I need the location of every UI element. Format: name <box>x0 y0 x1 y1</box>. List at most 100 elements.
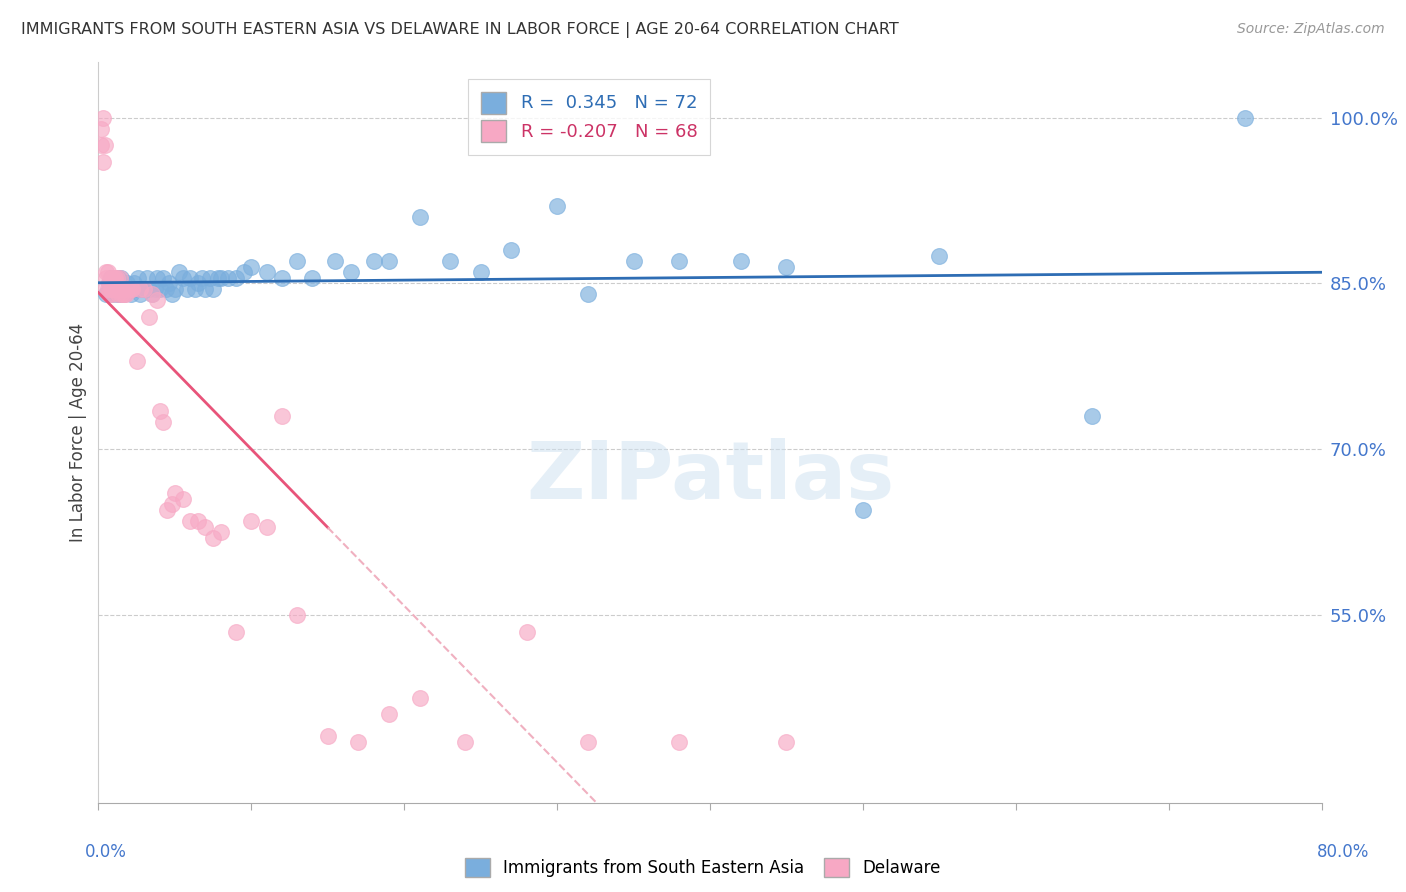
Point <box>108 282 131 296</box>
Point <box>145 271 167 285</box>
Text: ZIPatlas: ZIPatlas <box>526 438 894 516</box>
Point <box>98 277 121 291</box>
Point <box>108 287 131 301</box>
Point <box>98 277 121 291</box>
Point <box>149 403 172 417</box>
Point <box>145 293 167 307</box>
Point <box>198 271 221 285</box>
Point <box>454 735 477 749</box>
Point <box>143 282 166 296</box>
Point <box>270 409 292 423</box>
Point <box>91 111 114 125</box>
Point <box>104 277 127 291</box>
Point <box>501 244 523 258</box>
Point <box>112 287 135 301</box>
Point <box>90 138 112 153</box>
Point <box>179 514 201 528</box>
Legend: Immigrants from South Eastern Asia, Delaware: Immigrants from South Eastern Asia, Dela… <box>458 852 948 884</box>
Point <box>101 287 124 301</box>
Point <box>172 491 194 506</box>
Point <box>101 282 124 296</box>
Point <box>97 265 120 279</box>
Point <box>155 282 177 296</box>
Point <box>125 282 148 296</box>
Point <box>101 271 124 285</box>
Point <box>100 271 122 285</box>
Point <box>270 271 292 285</box>
Point <box>152 271 174 285</box>
Text: IMMIGRANTS FROM SOUTH EASTERN ASIA VS DELAWARE IN LABOR FORCE | AGE 20-64 CORREL: IMMIGRANTS FROM SOUTH EASTERN ASIA VS DE… <box>21 22 898 38</box>
Point <box>128 287 150 301</box>
Point <box>163 282 186 296</box>
Point <box>115 287 138 301</box>
Point <box>107 287 129 301</box>
Point <box>93 138 115 153</box>
Point <box>105 271 128 285</box>
Point <box>256 265 278 279</box>
Point <box>105 287 128 301</box>
Point <box>129 282 152 296</box>
Point <box>928 249 950 263</box>
Point <box>136 271 159 285</box>
Point <box>172 271 194 285</box>
Point <box>120 287 142 301</box>
Point <box>339 265 361 279</box>
Point <box>107 282 129 296</box>
Point <box>115 282 138 296</box>
Point <box>118 282 141 296</box>
Point <box>107 271 129 285</box>
Point <box>122 277 145 291</box>
Point <box>110 271 132 285</box>
Point <box>187 277 209 291</box>
Point <box>623 254 645 268</box>
Point <box>225 271 247 285</box>
Point <box>105 282 128 296</box>
Point <box>187 514 209 528</box>
Point <box>127 271 149 285</box>
Point <box>100 282 122 296</box>
Point <box>408 690 430 705</box>
Point <box>184 282 207 296</box>
Point <box>285 607 308 622</box>
Point <box>121 282 143 296</box>
Point <box>94 287 117 301</box>
Point <box>316 730 339 744</box>
Point <box>110 287 132 301</box>
Point <box>668 735 690 749</box>
Point <box>1234 111 1257 125</box>
Point <box>191 271 214 285</box>
Point <box>202 282 225 296</box>
Point <box>202 531 225 545</box>
Point <box>98 287 121 301</box>
Point <box>103 282 125 296</box>
Point <box>408 210 430 224</box>
Point <box>256 519 278 533</box>
Point <box>225 624 247 639</box>
Point <box>194 519 217 533</box>
Point <box>103 271 125 285</box>
Point <box>111 287 134 301</box>
Point <box>141 287 163 301</box>
Point <box>209 271 232 285</box>
Point <box>128 282 150 296</box>
Point <box>209 524 232 539</box>
Point <box>94 271 117 285</box>
Point <box>90 121 112 136</box>
Point <box>301 271 323 285</box>
Text: 80.0%: 80.0% <box>1316 843 1369 861</box>
Point <box>516 624 538 639</box>
Point <box>668 254 690 268</box>
Point <box>134 282 156 296</box>
Point <box>775 735 797 749</box>
Point <box>240 514 263 528</box>
Point <box>121 282 143 296</box>
Point <box>134 282 156 296</box>
Point <box>160 498 183 512</box>
Point <box>91 154 114 169</box>
Point <box>93 282 115 296</box>
Point <box>138 282 160 296</box>
Point <box>94 265 117 279</box>
Y-axis label: In Labor Force | Age 20-64: In Labor Force | Age 20-64 <box>69 323 87 542</box>
Point <box>217 271 239 285</box>
Point <box>156 503 179 517</box>
